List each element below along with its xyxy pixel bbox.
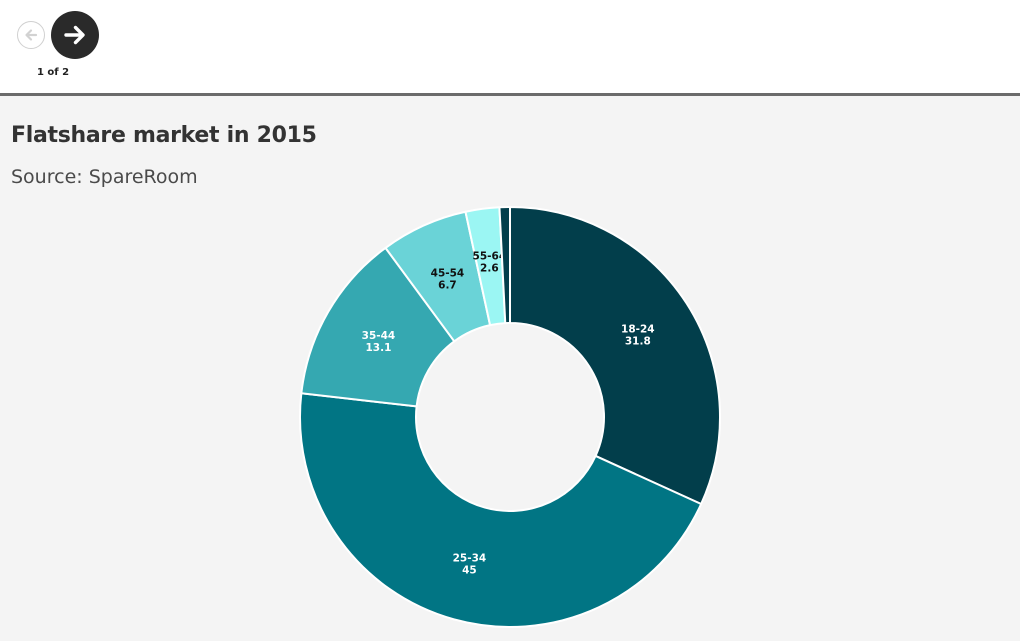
chart-subtitle: Source: SpareRoom (11, 166, 198, 188)
data-label-45-54: 45-54 6.7 (431, 267, 465, 291)
next-button[interactable] (51, 11, 99, 59)
chart-title: Flatshare market in 2015 (11, 123, 317, 148)
previous-button[interactable] (17, 21, 45, 49)
page-indicator: 1 of 2 (36, 67, 70, 78)
data-label-35-44: 35-44 13.1 (362, 330, 396, 354)
toolbar: 1 of 2 (0, 0, 1020, 96)
data-label-18-24: 18-24 31.8 (621, 324, 655, 348)
data-label-25-34: 25-34 45 (453, 552, 487, 576)
data-label-55-64: 55-64 2.6 (473, 250, 507, 274)
slice-18-24[interactable] (509, 206, 721, 506)
slice-65+[interactable] (498, 206, 511, 325)
arrow-right-icon (64, 25, 85, 45)
slice-35-44[interactable] (300, 246, 456, 408)
arrow-left-icon (25, 29, 38, 41)
slice-25-34[interactable] (299, 392, 703, 628)
